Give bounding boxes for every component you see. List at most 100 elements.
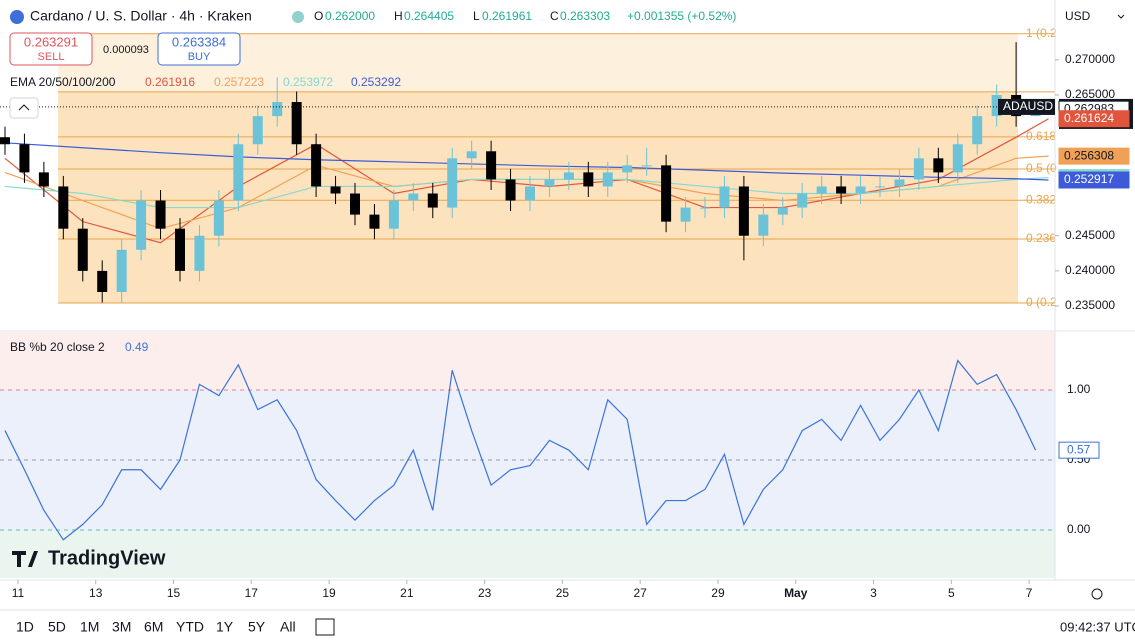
fib-label: 0.382	[1026, 192, 1056, 206]
ohlc-label: L	[473, 9, 480, 23]
range-button[interactable]: 3M	[112, 619, 131, 635]
candle-body	[563, 172, 574, 180]
buy-price[interactable]: 0.263384	[172, 34, 226, 49]
ohlc-value: 0.264405	[404, 9, 454, 23]
buy-button[interactable]	[157, 32, 241, 66]
ohlc-label: O	[314, 9, 323, 23]
sell-button[interactable]	[9, 32, 93, 66]
spread: 0.000093	[103, 44, 149, 56]
candle-body	[874, 186, 885, 188]
indicator-value: 0.49	[125, 340, 149, 354]
sell-price[interactable]: 0.263291	[24, 34, 78, 49]
indicator-title: BB %b 20 close 2	[10, 340, 105, 354]
symbol-icon	[10, 10, 24, 24]
candle-body	[505, 179, 516, 201]
oversold-zone	[0, 529, 1055, 578]
logo-mark	[12, 551, 38, 567]
x-tick-label: 19	[322, 586, 336, 600]
candle-body	[680, 207, 691, 222]
candle-body	[466, 151, 477, 159]
fib-label: 0.236	[1026, 231, 1056, 245]
x-tick-label: 29	[711, 586, 725, 600]
sell-label[interactable]: SELL	[38, 51, 65, 63]
currency[interactable]: USD	[1065, 9, 1091, 23]
range-button[interactable]: 1M	[80, 619, 99, 635]
candle-body	[19, 144, 30, 173]
range-button[interactable]: YTD	[176, 619, 204, 635]
ema-value: 0.253292	[351, 75, 401, 89]
collapse-icon[interactable]	[18, 104, 30, 111]
candle-body	[213, 200, 224, 236]
ema-line	[4, 142, 1049, 181]
x-tick-label: 15	[167, 586, 181, 600]
range-button[interactable]: 6M	[144, 619, 163, 635]
logo-text: TradingView	[48, 547, 166, 569]
candle-body	[349, 193, 360, 215]
candle-body	[330, 186, 341, 194]
ema-value: 0.257223	[214, 75, 264, 89]
candle-body	[116, 249, 127, 293]
candle-body	[622, 165, 633, 173]
y-tick-label: 0.235000	[1065, 298, 1115, 312]
candle-body	[661, 165, 672, 222]
candle-body	[38, 172, 49, 187]
fib-label: 0 (0.2	[1026, 295, 1057, 309]
candle-body	[252, 116, 263, 145]
candle-body	[174, 228, 185, 271]
x-tick-label: 27	[634, 586, 648, 600]
dropdown-icon[interactable]	[1117, 14, 1125, 19]
candle-body	[388, 200, 399, 229]
y-tick-label: 0.240000	[1065, 263, 1115, 277]
candle-body	[0, 137, 10, 145]
candle-body	[447, 158, 458, 208]
ohlc-label: C	[550, 9, 559, 23]
fib-label: 0.5 (0	[1026, 161, 1057, 175]
x-tick-label: 13	[89, 586, 103, 600]
candle-body	[311, 144, 322, 187]
band-zone	[0, 389, 1055, 530]
candle-body	[699, 207, 710, 209]
candle-body	[58, 186, 69, 229]
candle-body	[427, 193, 438, 208]
price-tag	[1058, 110, 1130, 128]
settings-icon[interactable]	[1091, 588, 1103, 600]
candle-body	[894, 179, 905, 187]
y-tick-label: 0.245000	[1065, 228, 1115, 242]
x-tick-label: 11	[12, 586, 25, 600]
range-button[interactable]: 5Y	[248, 619, 266, 635]
header: Cardano / U. S. Dollar · 4h · Kraken O 0…	[9, 5, 1130, 119]
range-button[interactable]: 1D	[16, 619, 34, 635]
date-range-icon[interactable]	[315, 618, 335, 636]
candle-body	[77, 228, 88, 271]
range-button[interactable]: All	[280, 619, 296, 635]
buy-label[interactable]: BUY	[188, 51, 211, 63]
ohlc-value: 0.262000	[325, 9, 375, 23]
candle-body	[991, 94, 1002, 117]
symbol-tag-label: ADAUSD	[1003, 99, 1053, 113]
ema-value: 0.261916	[145, 75, 195, 89]
ohlc-value: 0.263303	[560, 9, 610, 23]
range-button[interactable]: 5D	[48, 619, 66, 635]
x-tick-label: 5	[948, 586, 955, 600]
collapse-button[interactable]	[9, 97, 39, 119]
candle-body	[97, 270, 108, 293]
ema-value: 0.253972	[283, 75, 333, 89]
candle-body	[836, 186, 847, 194]
x-tick-label: 23	[478, 586, 492, 600]
price-tag	[1058, 171, 1130, 189]
y-tick-label: 0.265000	[1065, 87, 1115, 101]
candle-body	[933, 158, 944, 173]
candle-body	[369, 214, 380, 229]
ohlc-value: 0.261961	[482, 9, 532, 23]
candle-body	[408, 193, 419, 201]
candle-body	[155, 200, 166, 229]
candle-body	[486, 151, 497, 180]
candle-body	[641, 165, 652, 167]
price-tag-label: 0.256308	[1064, 148, 1114, 162]
currency-select[interactable]	[1062, 5, 1130, 29]
range-button[interactable]: 1Y	[216, 619, 234, 635]
clock: 09:42:37 UTC	[1060, 619, 1135, 634]
fib-zone	[58, 91, 1019, 304]
x-tick-label: May	[784, 586, 808, 600]
